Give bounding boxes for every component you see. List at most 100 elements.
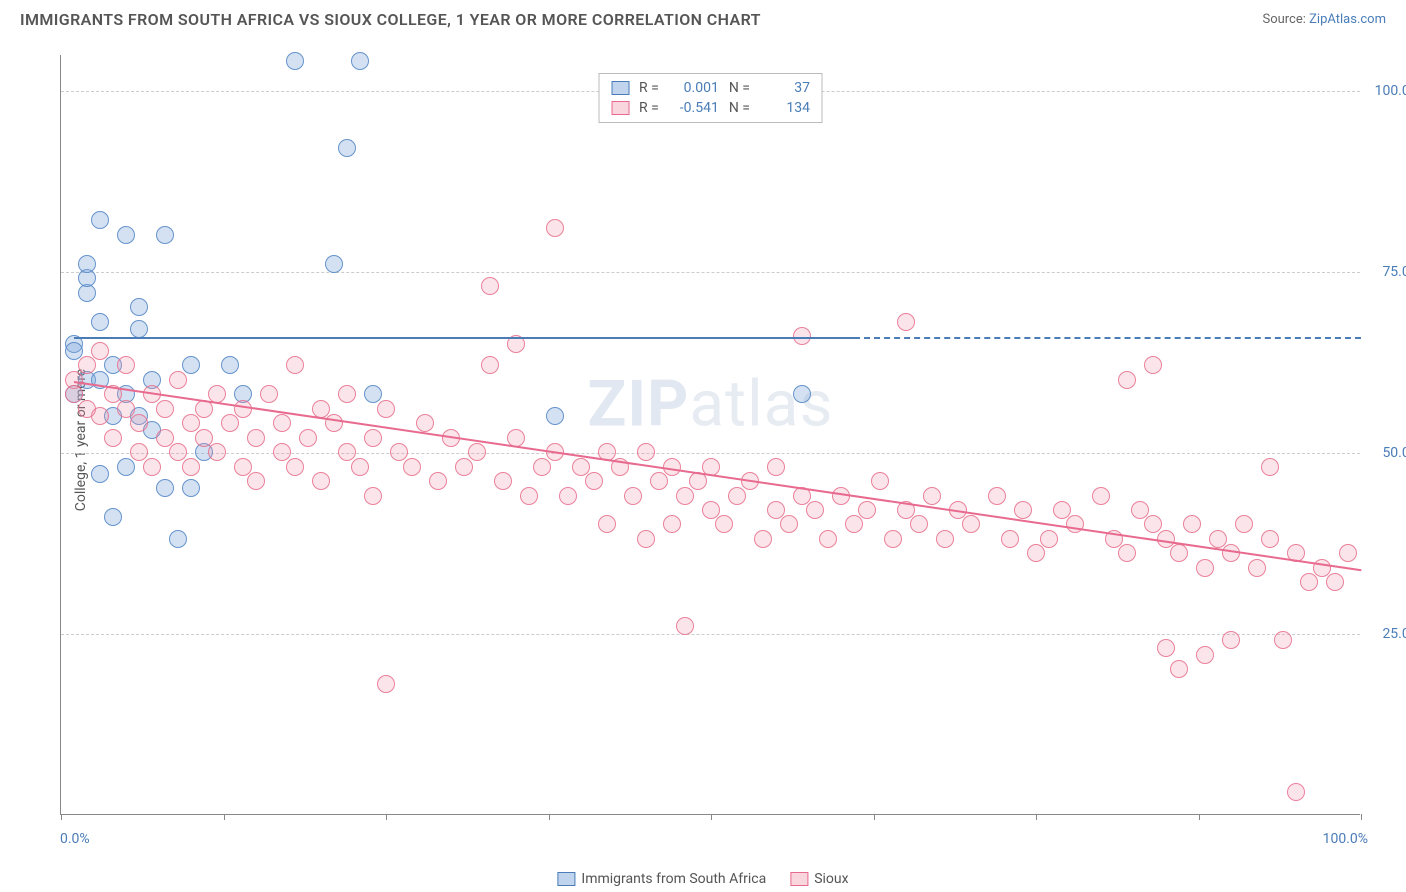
data-point — [806, 501, 824, 519]
data-point — [1300, 573, 1318, 591]
y-tick-label: 75.0% — [1382, 264, 1406, 280]
square-icon — [790, 872, 808, 886]
data-point — [312, 472, 330, 490]
data-point — [208, 443, 226, 461]
chart-container: College, 1 year or more ZIPatlas 25.0%50… — [20, 35, 1386, 845]
data-point — [182, 458, 200, 476]
data-point — [1248, 559, 1266, 577]
x-axis-start-label: 0.0% — [60, 831, 90, 847]
gridline — [61, 272, 1360, 273]
data-point — [338, 385, 356, 403]
data-point — [247, 472, 265, 490]
data-point — [702, 501, 720, 519]
data-point — [1222, 631, 1240, 649]
data-point — [1287, 783, 1305, 801]
data-point — [845, 515, 863, 533]
data-point — [221, 414, 239, 432]
data-point — [585, 472, 603, 490]
data-point — [871, 472, 889, 490]
data-point — [910, 515, 928, 533]
data-point — [1261, 458, 1279, 476]
data-point — [247, 429, 265, 447]
data-point — [156, 429, 174, 447]
data-point — [624, 487, 642, 505]
data-point — [637, 530, 655, 548]
x-tick-mark — [224, 814, 225, 820]
data-point — [286, 52, 304, 70]
chart-title: IMMIGRANTS FROM SOUTH AFRICA VS SIOUX CO… — [20, 10, 761, 29]
data-point — [598, 515, 616, 533]
data-point — [1196, 646, 1214, 664]
trend-line-dashed — [854, 337, 1361, 339]
data-point — [936, 530, 954, 548]
data-point — [572, 458, 590, 476]
data-point — [481, 356, 499, 374]
n-value: 134 — [760, 100, 810, 116]
data-point — [156, 400, 174, 418]
x-tick-mark — [1199, 814, 1200, 820]
data-point — [884, 530, 902, 548]
data-point — [377, 675, 395, 693]
r-value: -0.541 — [669, 100, 719, 116]
data-point — [156, 226, 174, 244]
data-point — [364, 487, 382, 505]
data-point — [156, 479, 174, 497]
data-point — [117, 356, 135, 374]
x-tick-mark — [549, 814, 550, 820]
data-point — [169, 371, 187, 389]
watermark: ZIPatlas — [588, 367, 834, 442]
data-point — [325, 255, 343, 273]
data-point — [117, 458, 135, 476]
data-point — [299, 429, 317, 447]
data-point — [962, 515, 980, 533]
data-point — [1092, 487, 1110, 505]
r-label: R = — [639, 80, 659, 96]
data-point — [481, 277, 499, 295]
data-point — [351, 458, 369, 476]
data-point — [130, 320, 148, 338]
data-point — [104, 508, 122, 526]
gridline — [61, 634, 1360, 635]
x-axis-end-label: 100.0% — [1323, 831, 1368, 847]
data-point — [1144, 515, 1162, 533]
data-point — [169, 443, 187, 461]
r-value: 0.001 — [669, 80, 719, 96]
data-point — [1040, 530, 1058, 548]
data-point — [234, 458, 252, 476]
x-tick-mark — [386, 814, 387, 820]
data-point — [91, 465, 109, 483]
x-tick-mark — [874, 814, 875, 820]
data-point — [104, 429, 122, 447]
square-icon — [557, 872, 575, 886]
data-point — [377, 400, 395, 418]
data-point — [767, 458, 785, 476]
data-point — [78, 255, 96, 273]
square-icon — [611, 101, 629, 115]
square-icon — [611, 81, 629, 95]
data-point — [858, 501, 876, 519]
data-point — [1014, 501, 1032, 519]
data-point — [676, 617, 694, 635]
data-point — [286, 458, 304, 476]
data-point — [780, 515, 798, 533]
data-point — [455, 458, 473, 476]
data-point — [819, 530, 837, 548]
data-point — [143, 458, 161, 476]
data-point — [1339, 544, 1357, 562]
data-point — [559, 487, 577, 505]
data-point — [1066, 515, 1084, 533]
data-point — [312, 400, 330, 418]
data-point — [182, 414, 200, 432]
x-tick-mark — [711, 814, 712, 820]
x-tick-mark — [61, 814, 62, 820]
stat-row: R =0.001N =37 — [611, 78, 810, 98]
data-point — [897, 313, 915, 331]
data-point — [325, 414, 343, 432]
data-point — [91, 211, 109, 229]
data-point — [260, 385, 278, 403]
data-point — [637, 443, 655, 461]
data-point — [65, 385, 83, 403]
source-link[interactable]: ZipAtlas.com — [1309, 12, 1386, 27]
data-point — [195, 429, 213, 447]
stat-box: R =0.001N =37R =-0.541N =134 — [598, 73, 823, 123]
